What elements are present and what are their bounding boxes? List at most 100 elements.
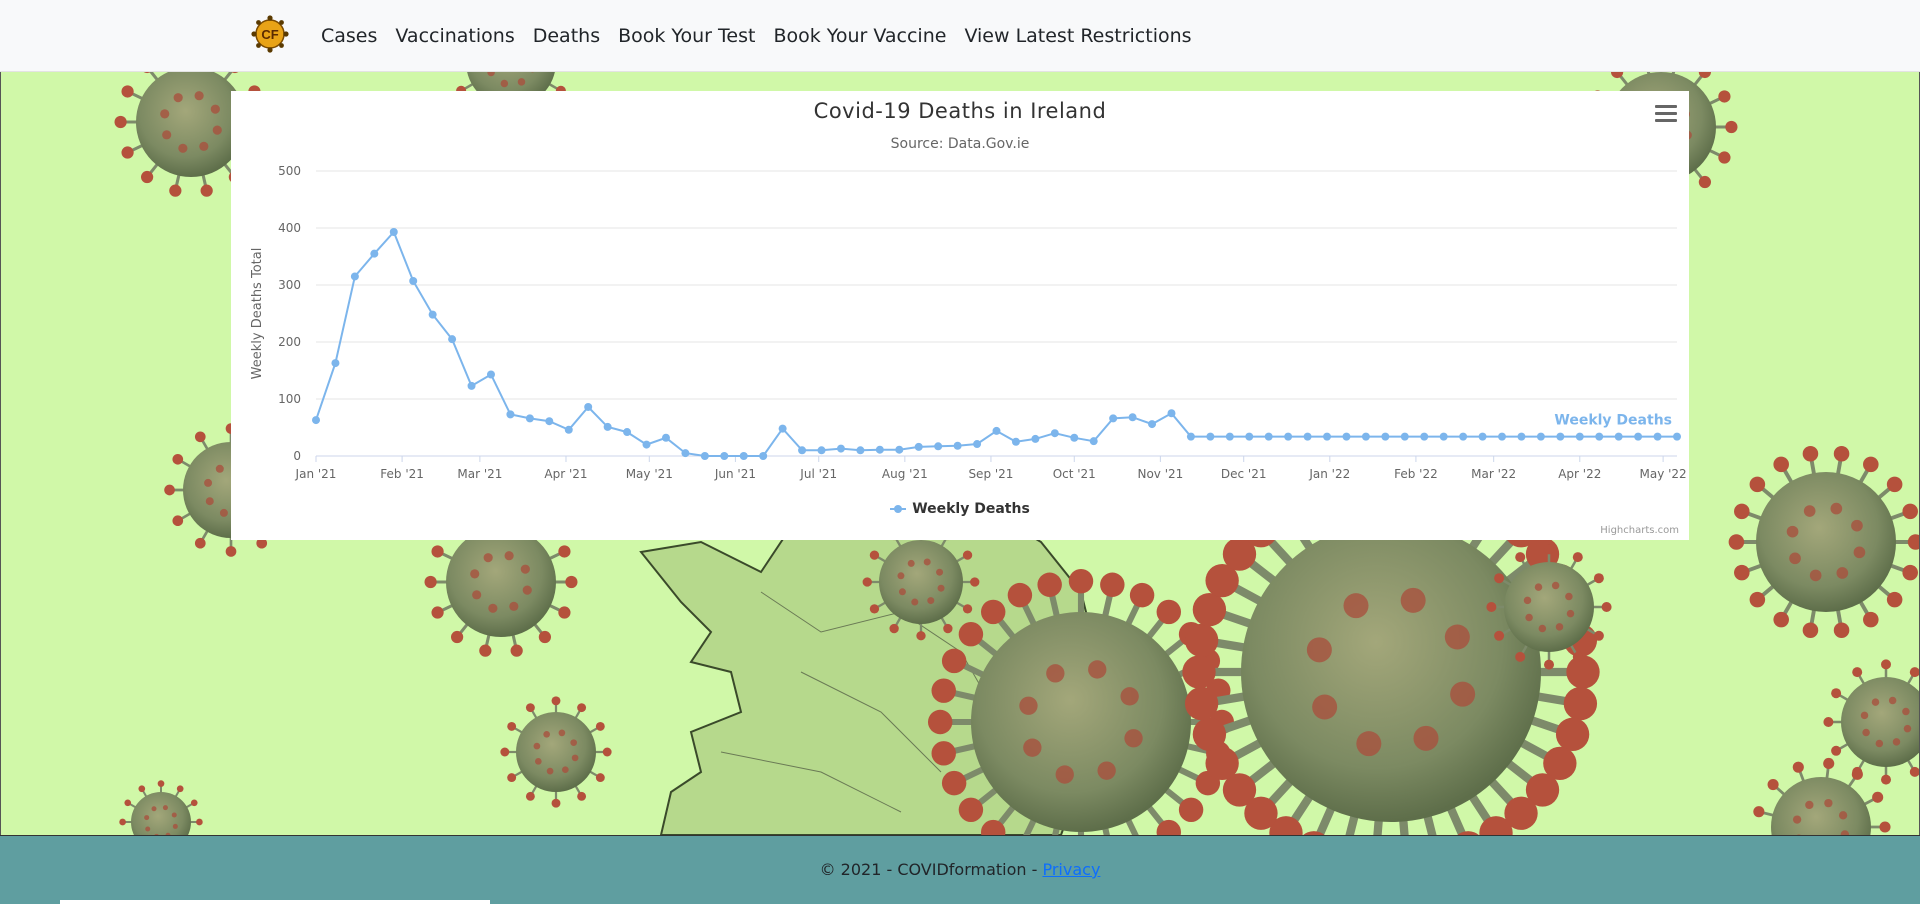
data-point[interactable] — [1478, 432, 1487, 441]
data-point[interactable] — [856, 446, 865, 455]
covidformation-logo[interactable]: CF — [248, 14, 292, 54]
data-point[interactable] — [448, 335, 457, 344]
deaths-chart-card: 0 100 200 300 400 500 Weekly Deaths Total Jan '… — [231, 91, 1689, 540]
data-point[interactable] — [934, 442, 943, 451]
legend-item-weekly-deaths[interactable]: Weekly Deaths — [890, 501, 1030, 517]
data-point[interactable] — [350, 272, 359, 281]
data-point[interactable] — [1167, 409, 1176, 418]
data-point[interactable] — [1342, 432, 1351, 441]
x-tick-label: Jun '21 — [714, 467, 756, 481]
y-tick-label: 200 — [278, 335, 301, 349]
data-point[interactable] — [331, 359, 340, 368]
virus-particle — [424, 507, 578, 657]
y-tick-label: 500 — [278, 164, 301, 178]
data-point[interactable] — [545, 417, 554, 426]
data-point[interactable] — [759, 452, 768, 460]
data-point[interactable] — [1595, 432, 1604, 441]
data-point[interactable] — [603, 422, 612, 431]
data-point[interactable] — [914, 442, 923, 451]
data-point[interactable] — [953, 441, 962, 450]
x-tick-label: Aug '21 — [882, 467, 928, 481]
data-point[interactable] — [817, 446, 826, 455]
virus-particle — [1753, 757, 1891, 835]
data-point[interactable] — [584, 402, 593, 411]
x-tick-label: Apr '21 — [544, 467, 587, 481]
nav-link-restrictions[interactable]: View Latest Restrictions — [964, 25, 1192, 47]
highcharts-credits-link[interactable]: Highcharts.com — [1600, 525, 1679, 536]
data-point[interactable] — [1303, 432, 1312, 441]
data-point[interactable] — [1556, 432, 1565, 441]
data-point[interactable] — [739, 452, 748, 460]
x-tick-label: Feb '21 — [380, 467, 424, 481]
nav-link-cases[interactable]: Cases — [321, 25, 378, 47]
data-point[interactable] — [661, 433, 670, 442]
data-point[interactable] — [1264, 432, 1273, 441]
data-point[interactable] — [1070, 433, 1079, 442]
nav-link-book-test[interactable]: Book Your Test — [618, 25, 756, 47]
y-axis-title: Weekly Deaths Total — [250, 248, 265, 380]
data-point[interactable] — [778, 424, 787, 433]
data-point[interactable] — [973, 440, 982, 449]
data-point[interactable] — [312, 416, 320, 425]
x-tick-label: Feb '22 — [1394, 467, 1438, 481]
data-point[interactable] — [389, 227, 398, 236]
nav-link-deaths[interactable]: Deaths — [532, 25, 601, 47]
data-point[interactable] — [720, 452, 729, 460]
data-point[interactable] — [1148, 420, 1157, 429]
hamburger-menu-icon[interactable] — [1655, 105, 1677, 125]
data-point[interactable] — [1517, 432, 1526, 441]
data-point[interactable] — [1206, 432, 1215, 441]
data-point[interactable] — [992, 426, 1001, 435]
data-point[interactable] — [1575, 432, 1584, 441]
data-point[interactable] — [623, 428, 632, 437]
data-point[interactable] — [1459, 432, 1468, 441]
privacy-link[interactable]: Privacy — [1042, 860, 1101, 879]
data-point[interactable] — [1225, 432, 1234, 441]
data-point[interactable] — [1673, 432, 1681, 441]
data-point[interactable] — [1498, 432, 1507, 441]
data-point[interactable] — [428, 310, 437, 319]
x-tick-label: Apr '22 — [1558, 467, 1601, 481]
data-point[interactable] — [525, 414, 534, 423]
data-point[interactable] — [1186, 432, 1195, 441]
data-point[interactable] — [1634, 432, 1643, 441]
data-point[interactable] — [370, 249, 379, 258]
data-point[interactable] — [1361, 432, 1370, 441]
nav-link-vaccinations[interactable]: Vaccinations — [395, 25, 515, 47]
data-point[interactable] — [1653, 432, 1662, 441]
data-point[interactable] — [1011, 437, 1020, 446]
data-point[interactable] — [1400, 432, 1409, 441]
horizontal-scrollbar-thumb[interactable] — [60, 900, 490, 904]
data-point[interactable] — [1050, 429, 1059, 438]
data-point[interactable] — [1031, 434, 1040, 443]
data-point[interactable] — [875, 445, 884, 454]
data-point[interactable] — [642, 440, 651, 449]
y-tick-label: 400 — [278, 221, 301, 235]
data-point[interactable] — [486, 370, 495, 379]
data-point[interactable] — [1245, 432, 1254, 441]
data-point[interactable] — [681, 449, 690, 458]
data-point[interactable] — [409, 277, 418, 286]
data-point[interactable] — [1536, 432, 1545, 441]
data-point[interactable] — [1128, 413, 1137, 422]
data-point[interactable] — [1614, 432, 1623, 441]
data-point[interactable] — [1089, 437, 1098, 446]
x-tick-label: Jan '22 — [1308, 467, 1350, 481]
data-point[interactable] — [506, 410, 515, 419]
data-point[interactable] — [798, 446, 807, 455]
nav-link-book-vaccine[interactable]: Book Your Vaccine — [773, 25, 947, 47]
data-point[interactable] — [564, 425, 573, 434]
data-point[interactable] — [836, 444, 845, 453]
data-point[interactable] — [467, 381, 476, 390]
series-end-label: Weekly Deaths — [1554, 413, 1672, 429]
data-point[interactable] — [1323, 432, 1332, 441]
data-point[interactable] — [895, 445, 904, 454]
data-point[interactable] — [1420, 432, 1429, 441]
data-point[interactable] — [1381, 432, 1390, 441]
data-point[interactable] — [1439, 432, 1448, 441]
x-tick-label: May '22 — [1640, 467, 1687, 481]
logo-text: CF — [261, 27, 278, 42]
data-point[interactable] — [700, 452, 709, 460]
data-point[interactable] — [1284, 432, 1293, 441]
data-point[interactable] — [1109, 414, 1118, 423]
